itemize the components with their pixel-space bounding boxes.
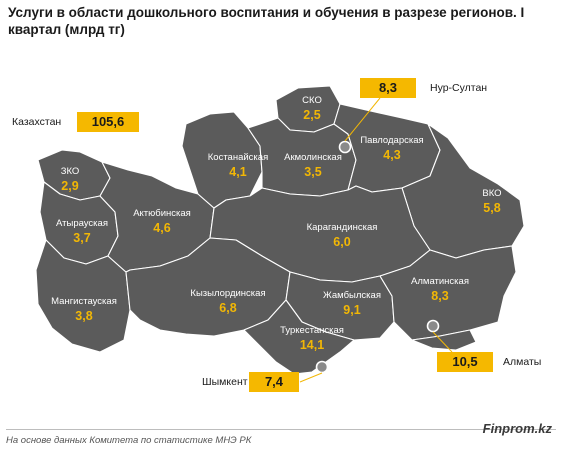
- region-turkestan: [243, 299, 355, 375]
- region-value-kostanay: 4,1: [229, 165, 246, 179]
- region-name-mangystau: Мангистауская: [51, 296, 117, 307]
- chart-title: Услуги в области дошкольного воспитания …: [8, 5, 525, 37]
- shymkent-label: Шымкент: [202, 376, 248, 388]
- region-mangystau: [35, 239, 131, 353]
- region-almaty: [379, 245, 517, 341]
- shymkent-value: 7,4: [249, 372, 299, 392]
- region-value-karaganda: 6,0: [333, 235, 350, 249]
- total-label: Казахстан: [12, 116, 62, 128]
- nursultan-value: 8,3: [360, 78, 416, 98]
- region-value-zko: 2,9: [61, 179, 78, 193]
- region-value-aktobe: 4,6: [153, 221, 170, 235]
- region-name-zhambyl: Жамбылская: [323, 290, 381, 301]
- nursultan-marker: [338, 140, 352, 154]
- region-value-turkestan: 14,1: [300, 338, 324, 352]
- region-value-zhambyl: 9,1: [343, 303, 360, 317]
- region-name-akmola: Акмолинская: [284, 152, 342, 163]
- almaty-leader: [432, 331, 453, 353]
- region-value-kyzylorda: 6,8: [219, 301, 236, 315]
- region-name-pavlodar: Павлодарская: [360, 135, 423, 146]
- source-note: На основе данных Комитета по статистике …: [6, 435, 252, 446]
- region-value-pavlodar: 4,3: [383, 148, 400, 162]
- region-value-almaty_reg: 8,3: [431, 289, 448, 303]
- nursultan-leader: [344, 97, 381, 142]
- region-name-sko: СКО: [302, 95, 322, 106]
- almaty-label: Алматы: [503, 356, 542, 368]
- shymkent-marker: [315, 360, 329, 374]
- footer-divider: [6, 429, 556, 430]
- region-name-turkestan: Туркестанская: [280, 325, 344, 336]
- shymkent-leader: [299, 372, 323, 383]
- region-value-akmola: 3,5: [304, 165, 321, 179]
- region-name-aktobe: Актюбинская: [133, 208, 191, 219]
- almaty-value: 10,5: [437, 352, 493, 372]
- region-name-vko: ВКО: [482, 188, 501, 199]
- region-name-almaty_reg: Алматинская: [411, 276, 469, 287]
- region-name-karaganda: Карагандинская: [307, 222, 378, 233]
- region-name-zko: ЗКО: [61, 166, 80, 177]
- region-value-atyrau: 3,7: [73, 231, 90, 245]
- brand-logo: Finprom.kz: [482, 421, 552, 436]
- nursultan-label: Нур-Султан: [430, 82, 488, 94]
- region-value-sko: 2,5: [303, 108, 320, 122]
- region-name-kyzylorda: Кызылординская: [190, 288, 265, 299]
- region-almaty-tip: [411, 329, 477, 351]
- region-name-kostanay: Костанайская: [208, 152, 268, 163]
- total-value: 105,6: [77, 112, 139, 132]
- region-value-mangystau: 3,8: [75, 309, 92, 323]
- region-name-atyrau: Атырауская: [56, 218, 108, 229]
- region-value-vko: 5,8: [483, 201, 500, 215]
- almaty-marker: [426, 319, 440, 333]
